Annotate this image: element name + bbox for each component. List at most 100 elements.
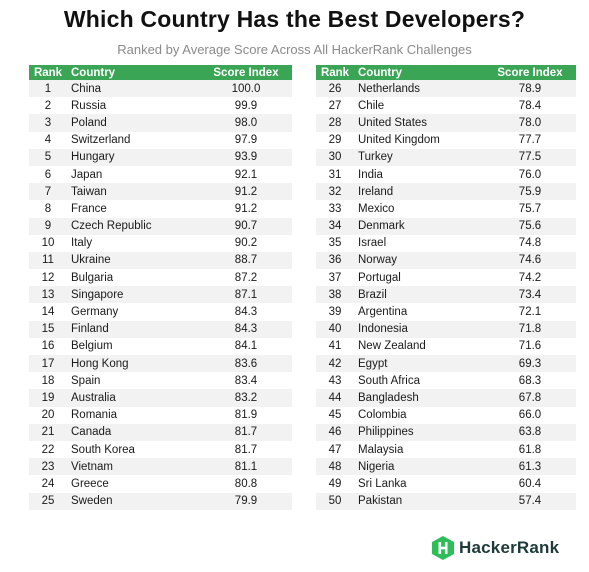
rank-cell: 1 xyxy=(29,80,67,98)
table-header-row: Rank Country Score Index xyxy=(316,65,576,80)
score-cell: 63.8 xyxy=(484,423,576,441)
score-cell: 57.4 xyxy=(484,492,576,510)
score-cell: 83.4 xyxy=(200,372,292,390)
score-cell: 81.7 xyxy=(200,440,292,459)
table-row: 36 Norway 74.6 xyxy=(316,251,576,270)
table-row: 34 Denmark 75.6 xyxy=(316,217,576,235)
country-cell: Malaysia xyxy=(354,440,484,459)
table-row: 14 Germany 84.3 xyxy=(29,303,292,321)
table-row: 9 Czech Republic 90.7 xyxy=(29,217,292,235)
country-cell: Russia xyxy=(67,97,200,115)
score-cell: 90.2 xyxy=(200,234,292,252)
table-row: 44 Bangladesh 67.8 xyxy=(316,389,576,407)
score-cell: 75.9 xyxy=(484,183,576,201)
rank-column-header: Rank xyxy=(29,65,67,80)
country-cell: South Korea xyxy=(67,440,200,459)
rank-cell: 30 xyxy=(316,148,354,166)
rank-cell: 39 xyxy=(316,303,354,321)
country-cell: Czech Republic xyxy=(67,217,200,235)
table-row: 22 South Korea 81.7 xyxy=(29,440,292,459)
country-cell: Colombia xyxy=(354,406,484,424)
score-cell: 68.3 xyxy=(484,372,576,390)
score-cell: 84.3 xyxy=(200,320,292,338)
rank-cell: 8 xyxy=(29,200,67,218)
rank-cell: 42 xyxy=(316,355,354,373)
score-cell: 90.7 xyxy=(200,217,292,235)
country-cell: Chile xyxy=(354,97,484,115)
rank-cell: 46 xyxy=(316,423,354,441)
table-row: 21 Canada 81.7 xyxy=(29,423,292,441)
rank-cell: 32 xyxy=(316,183,354,201)
table-row: 2 Russia 99.9 xyxy=(29,97,292,115)
score-cell: 83.2 xyxy=(200,389,292,407)
country-cell: Mexico xyxy=(354,200,484,218)
country-cell: Ukraine xyxy=(67,251,200,270)
country-cell: Australia xyxy=(67,389,200,407)
rank-cell: 31 xyxy=(316,165,354,184)
rank-cell: 25 xyxy=(29,492,67,510)
rank-cell: 38 xyxy=(316,286,354,304)
table-row: 45 Colombia 66.0 xyxy=(316,406,576,424)
rank-cell: 22 xyxy=(29,440,67,459)
country-cell: China xyxy=(67,80,200,98)
country-cell: Poland xyxy=(67,114,200,132)
country-cell: Belgium xyxy=(67,337,200,355)
rank-cell: 33 xyxy=(316,200,354,218)
rank-cell: 43 xyxy=(316,372,354,390)
table-row: 19 Australia 83.2 xyxy=(29,389,292,407)
table-row: 29 United Kingdom 77.7 xyxy=(316,131,576,149)
score-cell: 66.0 xyxy=(484,406,576,424)
score-cell: 72.1 xyxy=(484,303,576,321)
score-cell: 73.4 xyxy=(484,286,576,304)
table-row: 24 Greece 80.8 xyxy=(29,475,292,493)
country-cell: Egypt xyxy=(354,355,484,373)
country-cell: Pakistan xyxy=(354,492,484,510)
table-row: 32 Ireland 75.9 xyxy=(316,183,576,201)
score-cell: 75.6 xyxy=(484,217,576,235)
score-column-header: Score Index xyxy=(200,65,292,80)
score-cell: 92.1 xyxy=(200,165,292,184)
country-cell: Nigeria xyxy=(354,458,484,476)
table-row: 8 France 91.2 xyxy=(29,200,292,218)
table-row: 16 Belgium 84.1 xyxy=(29,337,292,355)
rank-cell: 21 xyxy=(29,423,67,441)
table-row: 31 India 76.0 xyxy=(316,165,576,184)
page-subtitle: Ranked by Average Score Across All Hacke… xyxy=(117,42,472,57)
score-column-header: Score Index xyxy=(484,65,576,80)
ranking-table-left-body: 1 China 100.0 2 Russia 99.9 3 Poland 98.0 4 Switze… xyxy=(29,80,292,510)
score-cell: 99.9 xyxy=(200,97,292,115)
ranking-table-left: Rank Country Score Index 1 China 100.0 2 Rus… xyxy=(29,65,292,510)
score-cell: 78.4 xyxy=(484,97,576,115)
hackerrank-wordmark: HackerRank xyxy=(459,538,560,557)
rank-cell: 9 xyxy=(29,217,67,235)
rank-cell: 36 xyxy=(316,251,354,270)
rank-cell: 37 xyxy=(316,269,354,287)
country-cell: Philippines xyxy=(354,423,484,441)
country-cell: Greece xyxy=(67,475,200,493)
table-row: 23 Vietnam 81.1 xyxy=(29,458,292,476)
country-cell: Norway xyxy=(354,251,484,270)
country-cell: Canada xyxy=(67,423,200,441)
rank-cell: 41 xyxy=(316,337,354,355)
table-row: 35 Israel 74.8 xyxy=(316,234,576,252)
country-cell: Switzerland xyxy=(67,131,200,149)
score-cell: 91.2 xyxy=(200,183,292,201)
rank-cell: 4 xyxy=(29,131,67,149)
country-cell: Turkey xyxy=(354,148,484,166)
score-cell: 78.9 xyxy=(484,80,576,98)
rank-cell: 29 xyxy=(316,131,354,149)
rank-cell: 16 xyxy=(29,337,67,355)
country-cell: United Kingdom xyxy=(354,131,484,149)
table-row: 15 Finland 84.3 xyxy=(29,320,292,338)
country-cell: Hungary xyxy=(67,148,200,166)
rank-cell: 28 xyxy=(316,114,354,132)
table-row: 49 Sri Lanka 60.4 xyxy=(316,475,576,493)
table-row: 27 Chile 78.4 xyxy=(316,97,576,115)
table-row: 10 Italy 90.2 xyxy=(29,234,292,252)
country-cell: India xyxy=(354,165,484,184)
country-cell: Sri Lanka xyxy=(354,475,484,493)
score-cell: 78.0 xyxy=(484,114,576,132)
rank-cell: 17 xyxy=(29,355,67,373)
table-row: 33 Mexico 75.7 xyxy=(316,200,576,218)
score-cell: 81.9 xyxy=(200,406,292,424)
